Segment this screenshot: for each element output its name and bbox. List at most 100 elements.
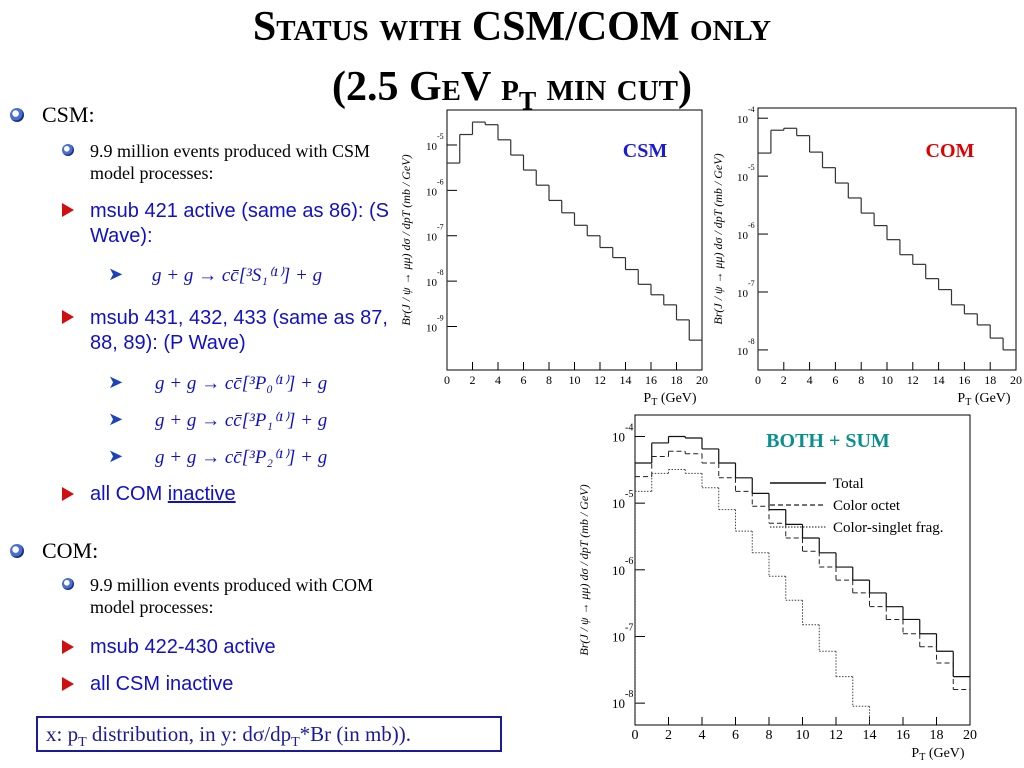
y-tick-label: 10	[426, 141, 438, 153]
y-tick-power: -6	[625, 556, 633, 567]
x-tick-label: 20	[696, 373, 708, 387]
bullet-icon	[10, 108, 24, 122]
x-axis-label-part: P	[957, 391, 965, 406]
y-tick-label: 10	[426, 277, 438, 289]
x-tick-label: 16	[645, 373, 657, 387]
x-axis-label: PT (GeV)	[911, 746, 965, 763]
x-axis-label-part: (GeV)	[971, 391, 1011, 406]
x-tick-label: 18	[984, 373, 996, 387]
plot-area	[758, 127, 1016, 370]
formula: g + g → cc̄[³P₂⁽¹⁾] + g	[155, 447, 328, 468]
x-tick-label: 18	[930, 728, 944, 743]
y-tick-power: -7	[748, 279, 755, 288]
title: Status with CSM/COM only	[252, 4, 772, 50]
bullet: msub 421 active (same as 86): (S Wave):	[90, 200, 390, 247]
x-tick-label: 0	[444, 373, 450, 387]
bullet-part: all COM	[90, 483, 168, 505]
bullet-icon	[10, 544, 24, 558]
bullet-icon	[62, 487, 74, 501]
x-tick-label: 18	[671, 373, 683, 387]
bullet: msub 422-430 active	[90, 636, 276, 658]
chart-label: COM	[926, 140, 975, 162]
x-tick-label: 14	[933, 373, 945, 387]
x-tick-label: 2	[665, 728, 672, 743]
plot-area	[447, 121, 702, 370]
subtitle-part: (2.5 GeV p	[332, 64, 519, 110]
y-tick-power: -4	[625, 422, 633, 433]
chart-label: BOTH + SUM	[766, 430, 890, 452]
x-tick-label: 4	[495, 373, 501, 387]
x-tick-label: 14	[863, 728, 877, 743]
bullet: 9.9 million events produced with CSM mod…	[90, 141, 370, 183]
x-tick-label: 16	[896, 728, 910, 743]
x-tick-label: 6	[832, 373, 838, 387]
y-tick-power: -4	[748, 105, 755, 114]
x-tick-label: 6	[521, 373, 527, 387]
x-tick-label: 12	[594, 373, 606, 387]
y-axis-label: Br(J / ψ → μμ) dσ / dpT (mb / GeV)	[399, 154, 413, 325]
x-tick-label: 20	[1010, 373, 1022, 387]
x-tick-label: 10	[569, 373, 581, 387]
x-axis-label: PT (GeV)	[957, 391, 1011, 408]
x-tick-label: 8	[546, 373, 552, 387]
y-tick-power: -7	[625, 622, 633, 633]
note-box: x: pT distribution, in y: dσ/dpT*Br (in …	[36, 716, 502, 752]
x-tick-label: 14	[620, 373, 632, 387]
y-tick-label: 10	[737, 114, 749, 126]
note-sub: T	[78, 735, 87, 751]
y-tick-power: -5	[437, 132, 444, 141]
formula: g + g → cc̄[³S₁⁽¹⁾] + g	[152, 265, 323, 286]
note-part: x: p	[46, 722, 79, 746]
y-tick-label: 10	[737, 288, 749, 300]
x-tick-label: 20	[963, 728, 977, 743]
note-part: distribution, in y: dσ/dp	[86, 722, 292, 746]
x-axis-label-part: (GeV)	[925, 746, 965, 761]
bullet: msub 431, 432, 433 (same as 87, 88, 89):…	[90, 307, 388, 354]
x-tick-label: 0	[755, 373, 761, 387]
chart-label: CSM	[623, 140, 668, 162]
y-tick-label: 10	[612, 696, 625, 711]
x-axis-label-part: T	[919, 752, 925, 763]
subtitle-part: min cut)	[536, 64, 692, 110]
plot-frame	[634, 414, 971, 726]
y-tick-label: 10	[737, 230, 749, 242]
x-tick-label: 12	[829, 728, 843, 743]
y-tick-power: -6	[748, 221, 755, 230]
bullet-icon	[62, 640, 74, 654]
y-tick-power: -6	[437, 177, 444, 186]
bullet-icon	[62, 578, 74, 590]
x-tick-label: 10	[796, 728, 810, 743]
y-tick-label: 10	[426, 322, 438, 334]
x-tick-label: 8	[858, 373, 864, 387]
x-axis-label-part: P	[643, 391, 651, 406]
x-axis-label-part: P	[911, 746, 919, 761]
y-tick-label: 10	[426, 232, 438, 244]
x-tick-label: 2	[470, 373, 476, 387]
x-tick-label: 2	[781, 373, 787, 387]
y-axis-label: Br(J / ψ → μμ) dσ / dpT (mb / GeV)	[577, 484, 591, 655]
x-axis-label: PT (GeV)	[643, 391, 697, 408]
y-tick-power: -9	[437, 313, 444, 322]
bullet-icon	[62, 203, 74, 217]
y-tick-label: 10	[612, 629, 625, 644]
bullet-icon: ➤	[108, 409, 124, 430]
x-axis-label-part: (GeV)	[657, 391, 697, 406]
y-tick-label: 10	[737, 172, 749, 184]
x-tick-label: 0	[632, 728, 639, 743]
y-tick-label: 10	[612, 429, 625, 444]
note-part: *Br (in mb)).	[299, 722, 412, 746]
y-tick-power: -7	[437, 223, 444, 232]
bullet: COM:	[42, 538, 99, 563]
y-axis-label: Br(J / ψ → μμ) dσ / dpT (mb / GeV)	[711, 153, 725, 324]
note-sub: T	[291, 735, 300, 751]
y-tick-label: 10	[737, 346, 749, 358]
formula: g + g → cc̄[³P₁⁽¹⁾] + g	[155, 410, 328, 431]
bullet-icon: ➤	[108, 446, 124, 467]
legend-label: Color-singlet frag.	[833, 520, 944, 536]
bullet-icon: ➤	[108, 264, 124, 285]
y-tick-power: -5	[625, 489, 633, 500]
x-axis-label-part: T	[965, 397, 971, 408]
y-tick-label: 10	[612, 496, 625, 511]
